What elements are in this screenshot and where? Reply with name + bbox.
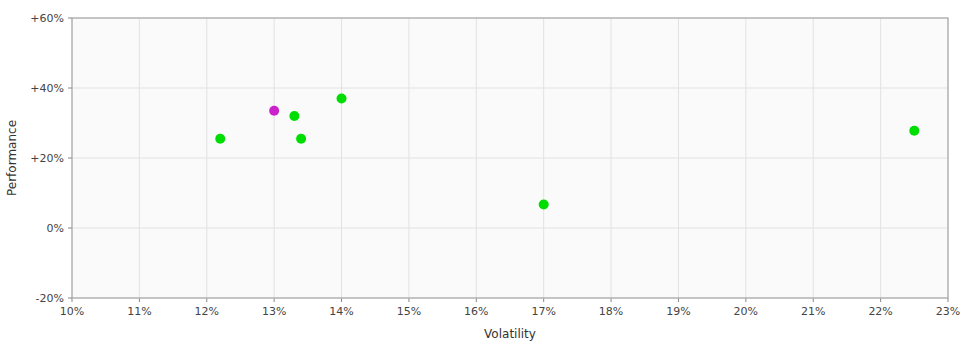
x-tick-label: 13%: [262, 305, 286, 318]
y-axis-label: Performance: [5, 120, 19, 196]
x-tick: [206, 298, 207, 302]
x-tick: [543, 298, 544, 302]
x-tick: [72, 298, 73, 302]
x-tick-label: 11%: [127, 305, 151, 318]
scatter-point: [337, 94, 347, 104]
x-tick-label: 17%: [531, 305, 555, 318]
x-tick-label: 20%: [734, 305, 758, 318]
y-grid-line: [72, 88, 948, 89]
points: [215, 94, 919, 210]
x-tick-label: 10%: [60, 305, 84, 318]
x-tick-label: 18%: [599, 305, 623, 318]
x-tick: [408, 298, 409, 302]
y-grid-line: [72, 228, 948, 229]
x-tick-label: 19%: [666, 305, 690, 318]
y-grid-line: [72, 158, 948, 159]
x-tick: [476, 298, 477, 302]
y-tick-label: 0%: [47, 222, 64, 235]
plot-background: [72, 18, 948, 298]
x-tick: [813, 298, 814, 302]
x-tick: [341, 298, 342, 302]
x-tick-label: 15%: [397, 305, 421, 318]
x-tick-label: 22%: [868, 305, 892, 318]
x-tick-label: 12%: [195, 305, 219, 318]
x-tick: [948, 298, 949, 302]
x-tick: [678, 298, 679, 302]
y-tick: [68, 88, 72, 89]
scatter-point: [296, 134, 306, 144]
x-tick-label: 21%: [801, 305, 825, 318]
y-tick: [68, 158, 72, 159]
x-tick-label: 23%: [936, 305, 960, 318]
y-tick-label: +60%: [30, 12, 64, 25]
scatter-point: [539, 200, 549, 210]
scatter-point: [215, 134, 225, 144]
y-tick-label: -20%: [36, 292, 64, 305]
scatter-point: [289, 111, 299, 121]
x-axis-label: Volatility: [484, 327, 536, 341]
scatter-point: [909, 126, 919, 136]
x-tick: [745, 298, 746, 302]
chart-svg: 10% 11% 12% 13% 14% 15% 16% 17% 18% 19% 20% 21% 22% 2…: [0, 0, 966, 350]
tick-labels: 10% 11% 12% 13% 14% 15% 16% 17% 18% 19% 20% 21% 22% 2…: [30, 12, 960, 318]
chart-container: 10% 11% 12% 13% 14% 15% 16% 17% 18% 19% 20% 21% 22% 2…: [0, 0, 966, 350]
y-tick-label: +40%: [30, 82, 64, 95]
x-tick: [139, 298, 140, 302]
x-tick: [611, 298, 612, 302]
y-tick: [68, 298, 72, 299]
x-tick-label: 16%: [464, 305, 488, 318]
y-tick-label: +20%: [30, 152, 64, 165]
plot-frame: [72, 18, 948, 298]
x-tick: [880, 298, 881, 302]
y-tick: [68, 18, 72, 19]
y-tick: [68, 228, 72, 229]
x-tick-label: 14%: [329, 305, 353, 318]
x-tick: [274, 298, 275, 302]
scatter-point: [269, 106, 279, 116]
grid: [68, 18, 948, 302]
